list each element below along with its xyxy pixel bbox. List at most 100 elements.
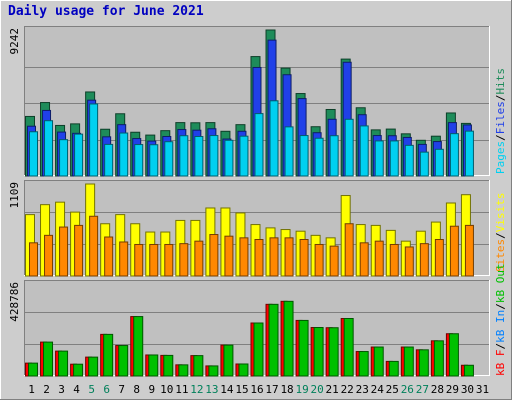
legend-entry: Visits bbox=[494, 193, 507, 233]
legend-entry: Files bbox=[494, 101, 507, 134]
kbout-bar bbox=[73, 363, 84, 377]
legend-entry: kB Out bbox=[494, 263, 507, 303]
pages-bar bbox=[149, 144, 159, 177]
kbout-bar bbox=[58, 350, 69, 377]
day-label: 30 bbox=[461, 383, 474, 396]
day-label: 4 bbox=[73, 383, 80, 396]
day-label: 25 bbox=[386, 383, 399, 396]
pages-bar bbox=[179, 135, 189, 177]
kbout-bar bbox=[238, 363, 249, 377]
kbout-bar bbox=[418, 349, 429, 377]
kbout-bar bbox=[358, 351, 369, 377]
day-label: 27 bbox=[416, 383, 429, 396]
pages-bar bbox=[299, 135, 309, 177]
legend-hits-panel: Pages/Files/Hits bbox=[494, 68, 507, 174]
kbout-bar bbox=[283, 300, 294, 377]
legend-entry: Pages bbox=[494, 141, 507, 174]
sites-bar bbox=[449, 225, 459, 277]
sites-bar bbox=[329, 245, 339, 277]
pages-bar bbox=[284, 126, 294, 177]
pages-bar bbox=[44, 120, 54, 177]
pages-bar bbox=[449, 133, 459, 177]
sites-bar bbox=[419, 243, 429, 277]
kbout-bar bbox=[193, 355, 204, 377]
sites-bar bbox=[284, 237, 294, 277]
pages-bar bbox=[194, 136, 204, 177]
hits-panel-ymax-label: 9242 bbox=[8, 28, 21, 55]
kbout-bar bbox=[103, 333, 114, 377]
legend-visits-panel: Sites/Visits bbox=[494, 193, 507, 273]
sites-bar bbox=[224, 235, 234, 277]
legend-separator: / bbox=[494, 343, 507, 350]
pages-bar bbox=[464, 130, 474, 177]
pages-bar bbox=[29, 131, 38, 177]
sites-bar bbox=[134, 243, 144, 277]
sites-bar bbox=[179, 243, 189, 277]
sites-bar bbox=[434, 238, 444, 277]
kbout-bar bbox=[388, 360, 399, 377]
pages-bar bbox=[359, 125, 369, 177]
day-label: 8 bbox=[133, 383, 140, 396]
pages-bar bbox=[89, 103, 99, 177]
kbout-bar bbox=[313, 327, 324, 377]
day-label: 15 bbox=[235, 383, 248, 396]
kbout-bar bbox=[148, 354, 159, 377]
sites-bar bbox=[164, 243, 174, 277]
day-label: 28 bbox=[431, 383, 444, 396]
kbout-bar bbox=[403, 346, 414, 377]
pages-bar bbox=[389, 140, 399, 177]
kbout-bar bbox=[43, 341, 54, 377]
kbout-bar bbox=[163, 354, 174, 377]
kbout-bar bbox=[133, 316, 144, 377]
legend-entry: Hits bbox=[494, 68, 507, 95]
day-label: 24 bbox=[371, 383, 385, 396]
kbout-bar bbox=[118, 345, 129, 377]
kbout-bar bbox=[343, 317, 354, 377]
day-label: 22 bbox=[341, 383, 354, 396]
pages-bar bbox=[269, 100, 279, 177]
sites-bar bbox=[464, 224, 474, 277]
pages-bar bbox=[239, 135, 249, 177]
sites-bar bbox=[254, 238, 264, 277]
pages-bar bbox=[254, 113, 264, 177]
day-label: 31 bbox=[476, 383, 489, 396]
pages-bar bbox=[404, 144, 414, 177]
sites-bar bbox=[269, 237, 279, 277]
sites-bar bbox=[59, 226, 69, 277]
kbout-bar bbox=[328, 327, 339, 377]
day-label: 11 bbox=[175, 383, 188, 396]
day-label: 26 bbox=[401, 383, 414, 396]
pages-bar bbox=[164, 141, 174, 177]
sites-bar bbox=[29, 242, 38, 277]
day-label: 7 bbox=[118, 383, 125, 396]
kbout-bar bbox=[268, 303, 279, 377]
day-label: 20 bbox=[311, 383, 324, 396]
sites-bar bbox=[359, 242, 369, 277]
sites-bar bbox=[374, 240, 384, 277]
legend-separator: / bbox=[494, 134, 507, 141]
day-label: 3 bbox=[58, 383, 65, 396]
day-label: 23 bbox=[356, 383, 369, 396]
kbout-bar bbox=[298, 319, 309, 377]
pages-bar bbox=[119, 132, 129, 177]
pages-bar bbox=[419, 151, 429, 177]
day-label: 5 bbox=[88, 383, 95, 396]
day-label: 29 bbox=[446, 383, 459, 396]
kbout-bar bbox=[373, 346, 384, 377]
kbout-bar bbox=[448, 333, 459, 377]
legend-entry: kB F bbox=[494, 350, 507, 377]
day-label: 14 bbox=[220, 383, 234, 396]
pages-bar bbox=[374, 140, 384, 177]
sites-bar bbox=[44, 234, 54, 277]
kbout-bar bbox=[28, 362, 38, 377]
kbout-bar bbox=[178, 364, 189, 377]
kbout-bar bbox=[433, 340, 444, 377]
day-label: 17 bbox=[265, 383, 278, 396]
pages-bar bbox=[134, 144, 144, 177]
sites-bar bbox=[389, 243, 399, 277]
pages-bar bbox=[59, 139, 69, 177]
sites-bar bbox=[74, 224, 84, 277]
legend-entry: kB In bbox=[494, 310, 507, 343]
day-label: 6 bbox=[103, 383, 110, 396]
